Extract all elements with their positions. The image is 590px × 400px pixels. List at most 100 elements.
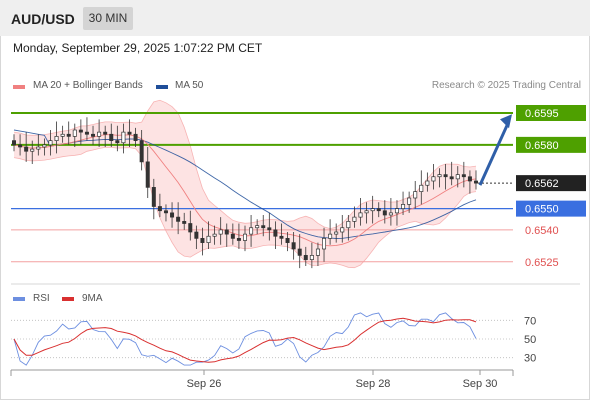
candle-body bbox=[467, 176, 472, 182]
candle-body bbox=[115, 140, 120, 144]
candle-body bbox=[66, 133, 71, 137]
candle-body bbox=[461, 174, 466, 178]
candle-body bbox=[261, 225, 266, 229]
rsi-ma-line bbox=[13, 317, 477, 363]
ma50-swatch bbox=[156, 85, 168, 89]
candle-body bbox=[206, 235, 211, 243]
candle-body bbox=[407, 197, 412, 205]
candle-body bbox=[48, 140, 53, 146]
resistance-badge-1 bbox=[516, 136, 586, 153]
candle-body bbox=[12, 140, 17, 146]
candle-body bbox=[103, 131, 108, 135]
support-badge-3 bbox=[516, 200, 586, 217]
candle-body bbox=[200, 238, 205, 243]
candle-body bbox=[455, 174, 460, 180]
resistance-label-0: 0.6595 bbox=[525, 108, 559, 120]
candle-body bbox=[340, 227, 345, 233]
candle-body bbox=[267, 227, 272, 231]
candle-body bbox=[42, 144, 47, 148]
candle-body bbox=[388, 212, 393, 216]
candle-body bbox=[474, 180, 479, 184]
rsi-level-label: 30 bbox=[524, 353, 536, 365]
candle-body bbox=[249, 227, 254, 235]
candle-body bbox=[224, 229, 229, 235]
candle-body bbox=[382, 210, 387, 216]
candle-body bbox=[437, 174, 442, 178]
rsi-level-label: 70 bbox=[524, 315, 536, 327]
candle-body bbox=[425, 180, 430, 186]
candle-body bbox=[84, 131, 89, 135]
candle-body bbox=[443, 174, 448, 178]
candle-body bbox=[297, 248, 302, 256]
candle-body bbox=[182, 221, 187, 224]
candle-body bbox=[145, 161, 150, 188]
candle-body bbox=[163, 210, 168, 214]
credit: Research © 2025 Trading Central bbox=[431, 80, 581, 91]
candle-body bbox=[255, 225, 260, 229]
candle-body bbox=[303, 255, 308, 260]
ma50-legend: MA 50 bbox=[175, 80, 204, 91]
header-bar: AUD/USD 30 MIN bbox=[0, 0, 590, 36]
current-price-badge bbox=[516, 175, 586, 192]
candle-body bbox=[194, 231, 199, 239]
candle-body bbox=[315, 248, 320, 256]
forecast-arrow-head bbox=[500, 114, 512, 129]
candle-body bbox=[54, 136, 59, 141]
symbol-title: AUD/USD bbox=[11, 11, 75, 27]
candle-body bbox=[151, 187, 156, 207]
timestamp: Monday, September 29, 2025 1:07:22 PM CE… bbox=[13, 41, 263, 55]
rsi-line bbox=[13, 312, 477, 366]
candle-body bbox=[243, 233, 248, 241]
candle-body bbox=[358, 212, 363, 218]
candle-body bbox=[236, 238, 241, 241]
resistance-label-1: 0.6580 bbox=[525, 140, 559, 152]
bollinger-swatch bbox=[13, 85, 25, 89]
candle-body bbox=[376, 208, 381, 212]
x-tick-label: Sep 28 bbox=[356, 378, 391, 390]
candle-body bbox=[334, 231, 339, 235]
candle-body bbox=[157, 206, 162, 212]
resistance-badge-0 bbox=[516, 105, 586, 121]
x-tick-label: Sep 26 bbox=[187, 378, 222, 390]
candle-body bbox=[188, 223, 193, 233]
candle-body bbox=[18, 144, 23, 148]
candle-body bbox=[431, 176, 436, 182]
candle-body bbox=[449, 176, 454, 180]
candle-body bbox=[346, 221, 351, 229]
candle-body bbox=[78, 129, 83, 133]
support-label-3: 0.6550 bbox=[525, 204, 559, 216]
candle-body bbox=[121, 131, 126, 144]
timeframe-badge[interactable]: 30 MIN bbox=[83, 7, 133, 30]
candle-body bbox=[230, 233, 235, 239]
candle-body bbox=[279, 235, 284, 239]
rsi-ma-legend: 9MA bbox=[82, 293, 103, 304]
bollinger-upper-line bbox=[13, 99, 477, 230]
candle-body bbox=[413, 191, 418, 199]
candle-body bbox=[285, 238, 290, 243]
forecast-arrow-shaft bbox=[478, 122, 510, 186]
candle-body bbox=[394, 208, 399, 214]
candle-body bbox=[109, 133, 114, 141]
candle-body bbox=[328, 233, 333, 239]
rsi-legend: RSI bbox=[33, 293, 50, 304]
candle-body bbox=[273, 229, 278, 237]
candle-body bbox=[139, 140, 144, 163]
candle-body bbox=[352, 216, 357, 222]
rsi-level-label: 50 bbox=[524, 334, 536, 346]
candle-body bbox=[127, 131, 132, 135]
candle-body bbox=[30, 148, 35, 152]
candle-body bbox=[370, 208, 375, 212]
rsi-swatch bbox=[13, 297, 25, 301]
candle-body bbox=[36, 146, 41, 150]
rsi-ma-swatch bbox=[62, 297, 74, 301]
ma50-line bbox=[13, 129, 477, 239]
candle-body bbox=[401, 204, 406, 209]
candle-body bbox=[24, 146, 29, 152]
x-tick-label: Sep 30 bbox=[463, 378, 498, 390]
candle-body bbox=[212, 233, 217, 237]
candle-body bbox=[309, 255, 314, 260]
candle-body bbox=[72, 129, 77, 137]
candle-body bbox=[322, 238, 327, 250]
candle-body bbox=[133, 133, 138, 141]
